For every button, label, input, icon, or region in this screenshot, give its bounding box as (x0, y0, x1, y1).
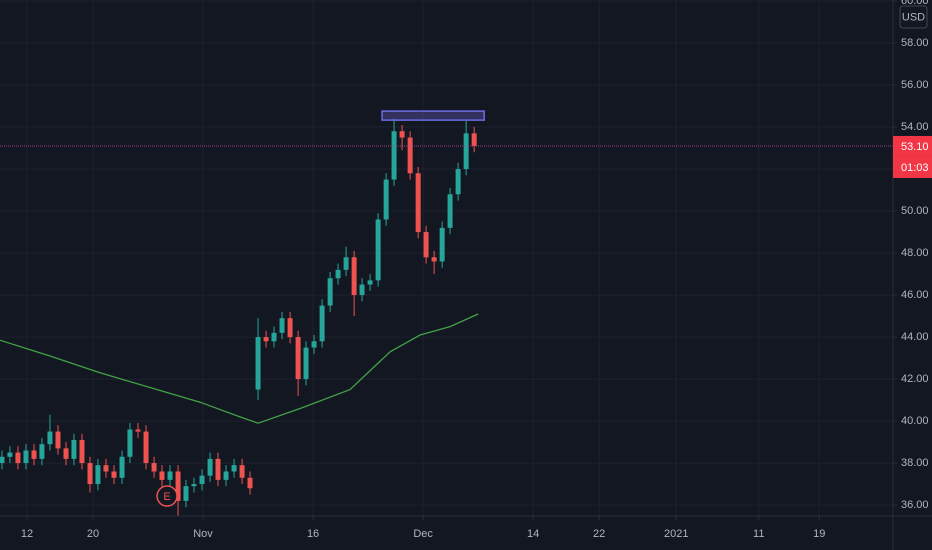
y-tick-label: 60.00 (901, 0, 929, 7)
x-tick-label: 14 (527, 528, 539, 540)
candle-body (7, 452, 13, 457)
candle-body (295, 337, 301, 380)
candle-body (463, 133, 469, 170)
candle-body (367, 280, 373, 285)
candle-body (311, 341, 317, 348)
y-tick-label: 54.00 (901, 121, 929, 133)
candle-body (447, 194, 453, 228)
candle-body (415, 173, 421, 233)
candle-body (359, 284, 365, 296)
candle-body (455, 169, 461, 195)
candle-body (231, 465, 237, 472)
candle-body (31, 450, 37, 459)
candle-body (103, 465, 109, 472)
currency-box[interactable] (899, 5, 928, 29)
candle-body (287, 318, 293, 338)
candle-body (335, 269, 341, 279)
candle-body (471, 133, 477, 146)
currency: USD (902, 11, 925, 23)
candle-body (23, 450, 29, 464)
candle-body (423, 232, 429, 258)
candle-body (223, 471, 229, 480)
candle-body (79, 439, 85, 464)
last-price-label: 53.10 (901, 141, 929, 153)
candle-body (263, 337, 269, 342)
countdown-box (893, 156, 932, 178)
candle-body (143, 431, 149, 464)
candle-body (383, 179, 389, 220)
candle-body (63, 448, 69, 459)
candle-body (439, 227, 445, 262)
x-tick-label: 22 (593, 528, 605, 540)
candle-body (407, 137, 413, 174)
candle-body (111, 471, 117, 478)
x-tick-label: 19 (813, 528, 825, 540)
y-tick-label: 36.00 (901, 499, 929, 511)
candle-body (215, 458, 221, 480)
candle-body (175, 471, 181, 501)
candle-body (247, 477, 253, 489)
candle-body (71, 439, 77, 459)
candle-body (119, 456, 125, 478)
candle-body (327, 278, 333, 306)
earnings-marker[interactable] (156, 485, 178, 507)
x-tick-label: 20 (87, 528, 99, 540)
y-tick-label: 38.00 (901, 457, 929, 469)
candle-body (207, 458, 213, 476)
candle-body (151, 463, 157, 472)
candle-body (183, 486, 189, 501)
x-tick-label: 12 (21, 528, 33, 540)
candle-body (87, 463, 93, 485)
x-tick-label: Nov (193, 528, 213, 540)
candle-body (375, 219, 381, 281)
candle-body (255, 337, 261, 390)
moving-average (0, 313, 479, 424)
y-tick-label: 48.00 (901, 247, 929, 259)
countdown: 01:03 (901, 162, 929, 174)
candle-body (351, 257, 357, 296)
y-tick-label: 44.00 (901, 331, 929, 343)
candle-body (47, 431, 53, 445)
y-tick-label: 56.00 (901, 79, 929, 91)
candle-body (159, 471, 165, 480)
candle-body (95, 465, 101, 485)
last-price-box (893, 135, 932, 157)
y-tick-label: 50.00 (901, 205, 929, 217)
candle-body (319, 305, 325, 342)
candle-body (239, 465, 245, 478)
y-tick-label: 46.00 (901, 289, 929, 301)
candle-body (303, 347, 309, 380)
candle-body (391, 131, 397, 180)
candle-body (0, 456, 5, 464)
candle-body (167, 471, 173, 480)
candle-body (431, 257, 437, 262)
candle-body (279, 318, 285, 333)
earnings-label: E (163, 491, 170, 503)
candle-body (55, 431, 61, 449)
x-tick-label: 16 (307, 528, 319, 540)
x-tick-label: 11 (753, 528, 764, 540)
rectangle-drawing[interactable] (381, 110, 485, 121)
y-tick-label: 58.00 (901, 37, 929, 49)
x-tick-label: 2021 (664, 528, 688, 540)
candle-body (399, 131, 405, 138)
candle-body (191, 484, 197, 487)
x-tick-label: Dec (413, 528, 433, 540)
candle-body (135, 429, 141, 432)
candle-body (15, 452, 21, 464)
candle-body (127, 429, 133, 457)
candle-body (343, 257, 349, 270)
candle-body (39, 444, 45, 459)
candle-body (199, 475, 205, 485)
candle-body (271, 332, 277, 342)
y-tick-label: 40.00 (901, 415, 929, 427)
y-tick-label: 42.00 (901, 373, 929, 385)
